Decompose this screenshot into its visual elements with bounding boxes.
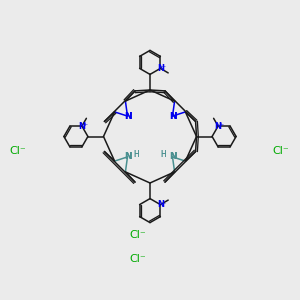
Text: N: N bbox=[169, 152, 176, 161]
Text: N: N bbox=[169, 152, 176, 161]
Text: Cl⁻: Cl⁻ bbox=[130, 254, 146, 265]
Text: N: N bbox=[124, 112, 131, 121]
Text: +: + bbox=[161, 201, 166, 206]
Text: +: + bbox=[218, 122, 224, 127]
Text: N: N bbox=[124, 152, 131, 161]
Text: +: + bbox=[82, 122, 88, 127]
Text: N: N bbox=[124, 152, 131, 161]
Text: N: N bbox=[157, 200, 164, 209]
Text: H: H bbox=[160, 150, 166, 159]
Text: H: H bbox=[134, 150, 140, 159]
Text: Cl⁻: Cl⁻ bbox=[10, 146, 26, 157]
Text: N: N bbox=[169, 112, 176, 121]
Text: H: H bbox=[160, 150, 166, 159]
Text: +: + bbox=[161, 64, 166, 69]
Text: N: N bbox=[124, 112, 131, 121]
Text: Cl⁻: Cl⁻ bbox=[272, 146, 289, 157]
Text: H: H bbox=[134, 150, 140, 159]
Text: N: N bbox=[157, 64, 164, 73]
Text: Cl⁻: Cl⁻ bbox=[130, 230, 146, 241]
Text: N: N bbox=[169, 112, 176, 121]
Text: N: N bbox=[214, 122, 222, 130]
Text: N: N bbox=[78, 122, 85, 130]
